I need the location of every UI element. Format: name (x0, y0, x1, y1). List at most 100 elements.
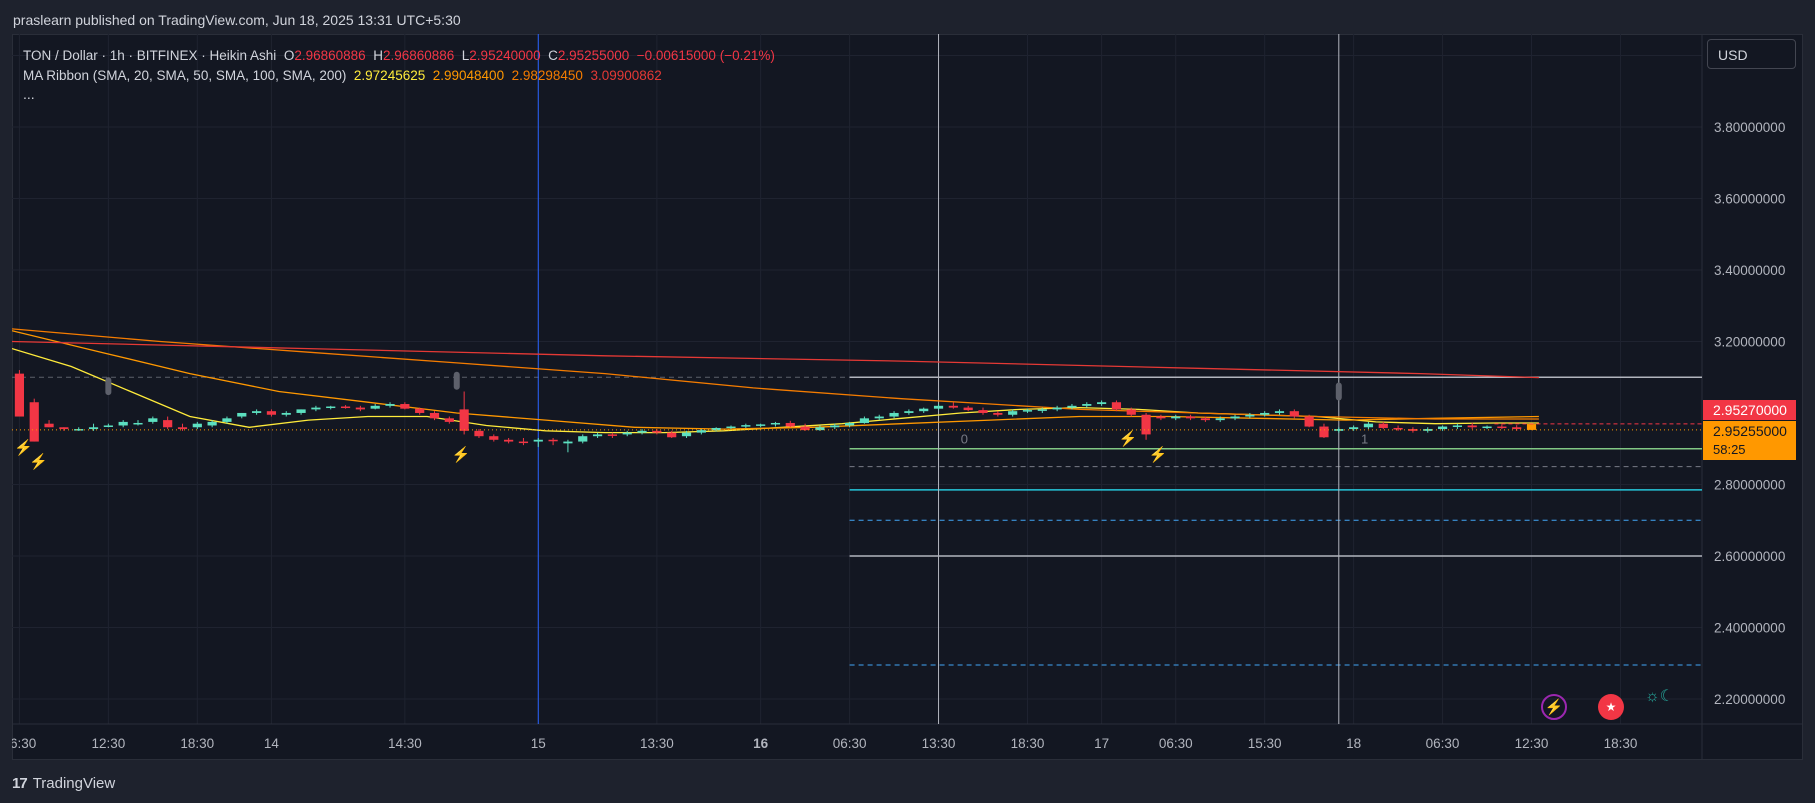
ma-line-sma-100 (12, 328, 1539, 420)
candle-body (177, 427, 188, 430)
earnings-bolt-icon: ⚡ (1148, 445, 1167, 463)
candle-body (385, 404, 395, 406)
price-axis-tick-label: 3.40000000 (1714, 263, 1785, 278)
candle-body (400, 404, 410, 409)
candle-body (444, 418, 454, 422)
time-axis-tick-label: 06:30 (833, 736, 867, 751)
time-axis-tick-label: 06:30 (1159, 736, 1193, 751)
candle-body (696, 430, 706, 433)
candle-body (563, 441, 573, 444)
candle-body (1526, 424, 1537, 430)
price-axis-tick-label: 2.80000000 (1714, 477, 1785, 492)
candle-body (785, 422, 795, 427)
countdown-tag: 58:25 (1703, 440, 1796, 460)
candle-body (933, 405, 944, 409)
time-axis-tick-label: 12:30 (91, 736, 125, 751)
candle-body (859, 418, 870, 423)
symbol-title[interactable]: TON / Dollar · 1h · BITFINEX · Heikin As… (23, 48, 277, 63)
candle-body (133, 422, 143, 425)
candle-body (1467, 425, 1477, 428)
candle-body (207, 421, 217, 426)
candle-body (844, 422, 855, 426)
candle-body (1289, 411, 1299, 417)
candle-body (874, 416, 884, 419)
candle-body (681, 432, 692, 437)
ma-ribbon-label[interactable]: MA Ribbon (SMA, 20, SMA, 50, SMA, 100, S… (23, 68, 347, 83)
candle-body (1230, 416, 1240, 419)
time-axis-tick-label: 18:30 (1011, 736, 1045, 751)
candle-body (652, 430, 662, 433)
ma200-value: 3.09900862 (590, 68, 662, 83)
more-indicators-button[interactable]: ... (23, 86, 35, 102)
candle-body (993, 412, 1003, 415)
candle-body (59, 427, 69, 430)
footer-brand[interactable]: TradingView (32, 774, 116, 792)
candle-body (148, 418, 158, 422)
time-axis-tick-label: 15:30 (1248, 736, 1282, 751)
candle-body (770, 422, 781, 425)
price-axis-tick-label: 3.20000000 (1714, 334, 1785, 349)
time-axis-tick-label: 06:30 (1426, 736, 1460, 751)
chart-legend: TON / Dollar · 1h · BITFINEX · Heikin As… (23, 46, 775, 86)
candle-body (237, 412, 247, 417)
time-axis-tick-label: 14:30 (388, 736, 422, 751)
symbol-legend-row: TON / Dollar · 1h · BITFINEX · Heikin As… (23, 46, 775, 66)
candle-body (355, 407, 365, 410)
candle-body (44, 423, 54, 428)
currency-button[interactable]: USD (1707, 39, 1796, 69)
candle-body (667, 432, 677, 438)
candle-body (326, 406, 336, 409)
high-label: H (373, 48, 383, 63)
publish-header: praslearn published on TradingView.com, … (0, 0, 1815, 34)
candle-body (637, 430, 647, 433)
candle-body (533, 439, 543, 442)
candle-body (1423, 429, 1433, 431)
candle-body (474, 430, 484, 437)
candle-body (14, 373, 25, 417)
candle-body (163, 420, 173, 428)
candle-body (711, 427, 721, 431)
candle-body (578, 436, 588, 442)
last-price-tag: 2.95255000 (1703, 421, 1796, 441)
candle-body (88, 427, 99, 430)
price-axis-tick-label: 2.20000000 (1714, 692, 1785, 707)
candle-body (1052, 407, 1062, 410)
candle-body (1274, 411, 1285, 413)
candle-body (340, 406, 351, 409)
price-axis-tick-label: 3.80000000 (1714, 120, 1785, 135)
candle-body (118, 421, 128, 426)
candle-body (1185, 416, 1196, 419)
fib-level-label: 1 (1361, 431, 1368, 446)
market-session-icon[interactable]: ☼☾ (1645, 688, 1675, 705)
candle-body (1200, 418, 1210, 421)
signal-light-icon (453, 371, 460, 390)
chart-frame (12, 34, 1803, 760)
candle-body (1171, 416, 1181, 419)
time-axis-tick-label: 15 (531, 736, 546, 751)
candle-body (518, 441, 529, 444)
tradingview-logo-icon: 17 (12, 774, 28, 792)
candle-body (1037, 409, 1047, 411)
candle-body (266, 411, 277, 415)
time-axis-tick-label: 06:30 (12, 736, 36, 751)
lightning-icon[interactable]: ⚡ (1541, 694, 1567, 720)
open-value: 2.96860886 (294, 48, 366, 63)
us-flag-icon[interactable]: ★ (1598, 694, 1624, 720)
open-label: O (283, 48, 295, 63)
publish-line: praslearn published on TradingView.com, … (13, 12, 461, 28)
price-chart[interactable]: 01⚡⚡⚡⚡⚡4.000000003.800000003.600000003.4… (12, 34, 1803, 760)
candle-body (1393, 427, 1403, 430)
candle-body (592, 434, 603, 437)
high-value: 2.96860886 (382, 48, 455, 63)
ma100-value: 2.98298450 (511, 68, 583, 83)
earnings-bolt-icon: ⚡ (1119, 429, 1138, 447)
ma20-value: 2.97245625 (353, 68, 426, 83)
candle-body (429, 412, 440, 419)
candle-body (756, 424, 766, 426)
candle-body (815, 427, 825, 431)
candle-body (222, 418, 232, 422)
candle-body (963, 407, 973, 411)
earnings-bolt-icon: ⚡ (452, 445, 471, 463)
candle-body (948, 405, 958, 408)
candle-body (1363, 423, 1374, 428)
